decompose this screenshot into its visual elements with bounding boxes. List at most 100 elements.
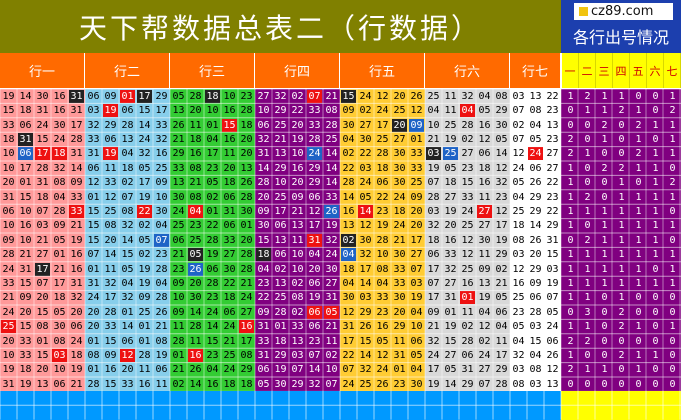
number-cell: 04	[155, 277, 168, 289]
number-cell: 27	[240, 306, 253, 318]
number-cell: 10	[427, 119, 440, 131]
number-cell: 31	[36, 177, 49, 189]
number-cell: 23	[546, 105, 559, 117]
number-cell: 12	[478, 133, 491, 145]
number-cell: 18	[393, 205, 406, 217]
row-count-cell: 1	[584, 105, 591, 117]
number-cell: 21	[274, 133, 287, 145]
number-cell: 25	[274, 292, 287, 304]
number-cell: 32	[359, 364, 372, 376]
number-cell: 24	[223, 321, 236, 333]
row-count-cell: 0	[567, 234, 574, 246]
row-count-cell: 2	[567, 133, 574, 145]
row-count-cell: 1	[652, 191, 659, 203]
number-cell: 16	[189, 148, 202, 160]
row-count-cell: 1	[635, 133, 642, 145]
number-cell: 11	[291, 234, 304, 246]
number-cell: 18	[19, 105, 32, 117]
number-cell: 23	[546, 191, 559, 203]
number-cell: 28	[495, 378, 508, 390]
number-cell: 14	[444, 378, 457, 390]
number-cell: 15	[341, 89, 356, 103]
number-cell: 20	[529, 249, 542, 261]
number-cell: 12	[495, 162, 508, 174]
number-cell: 01	[444, 306, 457, 318]
number-cell: 11	[478, 191, 491, 203]
number-cell: 04	[460, 104, 475, 118]
number-cell: 14	[104, 249, 117, 261]
row-count-cell: 1	[669, 220, 676, 232]
number-cell: 05	[512, 321, 525, 333]
number-cell: 12	[512, 148, 525, 160]
number-cell: 30	[478, 234, 491, 246]
number-cell: 08	[53, 177, 66, 189]
number-cell: 25	[155, 162, 168, 174]
row-count-cell: 1	[618, 90, 625, 102]
number-cell: 08	[325, 105, 338, 117]
number-cell: 33	[393, 263, 406, 275]
row-count-cell: 1	[618, 220, 625, 232]
number-cell: 20	[393, 306, 406, 318]
number-cell: 21	[19, 249, 32, 261]
number-cell: 08	[529, 105, 542, 117]
number-cell: 17	[427, 263, 440, 275]
number-cell: 15	[87, 234, 100, 246]
number-cell: 13	[291, 335, 304, 347]
number-cell: 28	[529, 306, 542, 318]
number-cell: 12	[495, 205, 508, 217]
number-cell: 17	[427, 292, 440, 304]
number-cell: 32	[138, 148, 151, 160]
number-cell: 17	[19, 162, 32, 174]
number-cell: 17	[70, 119, 83, 131]
number-cell: 22	[137, 204, 152, 218]
row-count-cell: 1	[601, 220, 608, 232]
number-cell: 17	[104, 292, 117, 304]
number-cell: 23	[512, 306, 525, 318]
number-cell: 16	[155, 148, 168, 160]
number-cell: 09	[478, 263, 491, 275]
number-cell: 25	[410, 177, 423, 189]
number-cell: 02	[121, 177, 134, 189]
number-cell: 23	[206, 292, 219, 304]
number-cell: 23	[189, 220, 202, 232]
number-cell: 31	[393, 349, 406, 361]
number-cell: 16	[223, 133, 236, 145]
number-cell: 31	[223, 205, 236, 217]
number-cell: 29	[274, 105, 287, 117]
number-cell: 31	[70, 277, 83, 289]
row-count-cell: 1	[584, 205, 591, 217]
number-cell: 15	[222, 118, 237, 132]
number-cell: 01	[206, 205, 219, 217]
number-cell: 02	[291, 90, 304, 102]
number-cell: 16	[478, 177, 491, 189]
row-count-cell: 1	[669, 119, 676, 131]
number-cell: 29	[495, 364, 508, 376]
row-count-cell: 1	[601, 205, 608, 217]
number-cell: 25	[1, 320, 16, 334]
number-cell: 18	[274, 335, 287, 347]
row-count-cell: 0	[652, 105, 659, 117]
number-cell: 06	[461, 349, 474, 361]
number-cell: 28	[104, 306, 117, 318]
row-count-cell: 1	[601, 263, 608, 275]
row-count-cell: 1	[618, 277, 625, 289]
number-cell: 26	[376, 378, 389, 390]
row-count-cell: 1	[618, 249, 625, 261]
number-cell: 11	[478, 249, 491, 261]
row-count-cell: 0	[669, 162, 676, 174]
number-cell: 25	[444, 119, 457, 131]
number-cell: 25	[427, 90, 440, 102]
number-cell: 30	[393, 162, 406, 174]
number-cell: 10	[376, 249, 389, 261]
number-cell: 15	[444, 335, 457, 347]
number-cell: 30	[359, 133, 372, 145]
number-cell: 24	[528, 147, 543, 161]
number-cell: 17	[138, 177, 151, 189]
number-cell: 05	[359, 191, 372, 203]
number-cell: 30	[36, 90, 49, 102]
number-cell: 06	[18, 147, 33, 161]
row-count-cell: 1	[618, 191, 625, 203]
title-bar: 天下帮数据总表二（行数据）	[0, 0, 561, 53]
site-badge[interactable]: cz89.com	[574, 3, 673, 20]
number-cell: 06	[274, 249, 287, 261]
